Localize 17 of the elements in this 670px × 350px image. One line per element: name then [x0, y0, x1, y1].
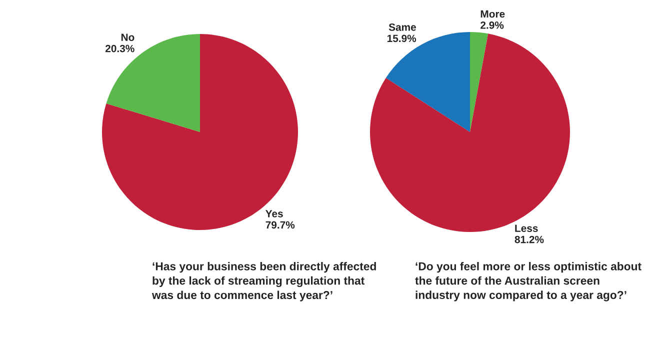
pie-slice [106, 34, 200, 132]
slice-label: Yes [266, 210, 283, 218]
pie-slice [470, 32, 488, 132]
pie-slice [102, 34, 298, 230]
pie-slice [386, 32, 470, 132]
slice-label: Same [388, 23, 416, 31]
text: ‘Has your business been directly affected by the lack of streaming regulation that was due to commence last year?’ [152, 262, 376, 302]
data-label: 20.3% [105, 44, 134, 52]
text: ‘Do you feel more or less optimistic about the future of the Australian screen industry now compared to a year ago?’ [415, 262, 642, 302]
data-label: 79.7% [266, 221, 295, 229]
pie-slice [370, 34, 570, 232]
data-label: 15.9% [387, 34, 416, 42]
slice-label: Less [515, 224, 538, 232]
data-label: 2.9% [480, 21, 504, 29]
slice-label: More [480, 10, 505, 18]
data-label: 81.2% [514, 236, 544, 244]
slice-label: No [121, 34, 134, 41]
